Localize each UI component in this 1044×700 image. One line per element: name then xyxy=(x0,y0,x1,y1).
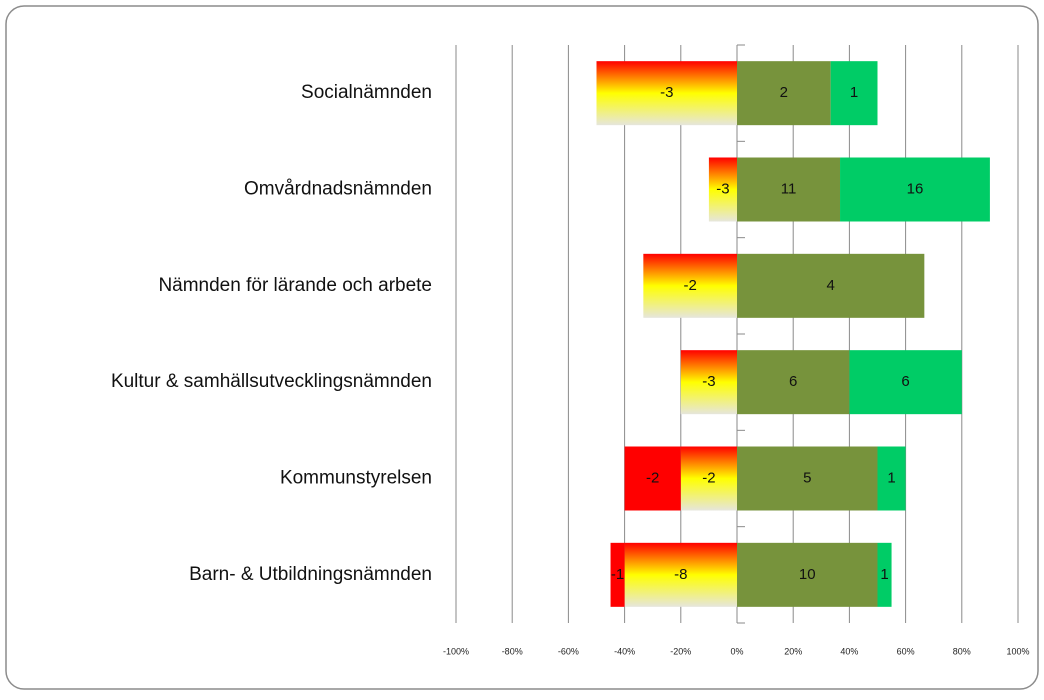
data-label: -2 xyxy=(646,469,659,486)
bar-segment xyxy=(737,446,878,511)
data-label: 4 xyxy=(826,277,834,294)
bar-segment xyxy=(737,61,831,126)
bar-segment xyxy=(830,61,878,126)
x-tick-label: -100% xyxy=(443,646,469,656)
bar-segment xyxy=(737,157,841,222)
data-label: 11 xyxy=(781,180,797,197)
y-tick-label: Barn- & Utbildningsnämnden xyxy=(189,564,432,585)
x-tick-label: 40% xyxy=(840,646,858,656)
data-label: 2 xyxy=(780,84,788,101)
bar-segment xyxy=(877,542,892,607)
data-label: 16 xyxy=(907,180,924,197)
data-label: 1 xyxy=(880,566,888,583)
data-label: 1 xyxy=(850,84,858,101)
bar-segment xyxy=(680,350,737,415)
y-tick-label: Kultur & samhällsutvecklingsnämnden xyxy=(111,371,432,392)
bar-segment xyxy=(737,253,925,318)
data-label: -3 xyxy=(716,180,729,197)
data-label: 6 xyxy=(789,373,797,390)
bar-segment xyxy=(737,542,878,607)
x-tick-label: -20% xyxy=(670,646,691,656)
x-tick-label: -60% xyxy=(558,646,579,656)
bar-segment xyxy=(596,61,737,126)
data-label: -3 xyxy=(702,373,715,390)
data-label: 1 xyxy=(887,469,895,486)
y-tick-label: Kommunstyrelsen xyxy=(280,468,432,489)
x-tick-label: 20% xyxy=(784,646,802,656)
x-tick-label: 80% xyxy=(953,646,971,656)
bar-segment xyxy=(624,446,681,511)
bar-segment xyxy=(610,542,625,607)
data-label: 5 xyxy=(803,469,811,486)
bar-segment xyxy=(708,157,737,222)
data-label: -2 xyxy=(683,277,696,294)
x-tick-label: 60% xyxy=(897,646,915,656)
bar-segment xyxy=(840,157,990,222)
data-label: 6 xyxy=(901,373,909,390)
data-label: -1 xyxy=(611,566,624,583)
x-tick-label: -80% xyxy=(502,646,523,656)
bar-segment xyxy=(643,253,737,318)
bar-segment xyxy=(877,446,906,511)
data-label: 10 xyxy=(799,566,816,583)
y-tick-label: Nämnden för lärande och arbete xyxy=(158,275,432,296)
x-tick-label: -40% xyxy=(614,646,635,656)
bar-segment xyxy=(624,542,737,607)
data-label: -8 xyxy=(674,566,687,583)
bar-segment xyxy=(737,350,850,415)
x-tick-label: 0% xyxy=(730,646,743,656)
y-tick-label: Socialnämnden xyxy=(301,82,432,103)
y-tick-label: Omvårdnadsnämnden xyxy=(244,179,432,200)
x-tick-label: 100% xyxy=(1006,646,1029,656)
data-label: -2 xyxy=(702,469,715,486)
data-label: -3 xyxy=(660,84,673,101)
bar-segment xyxy=(849,350,962,415)
bar-segment xyxy=(680,446,737,511)
